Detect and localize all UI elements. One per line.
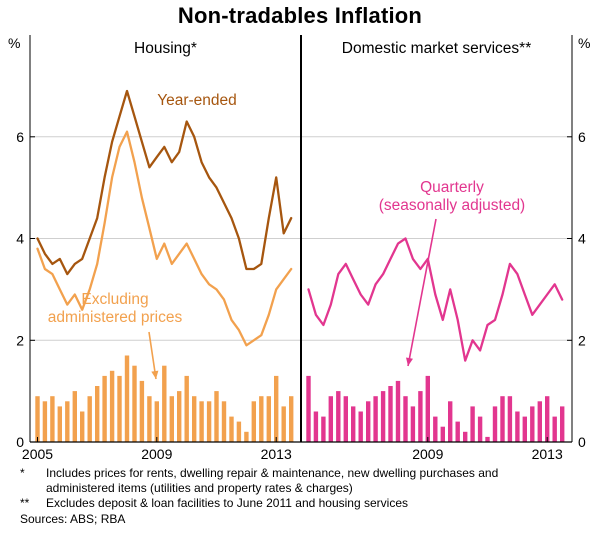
panel-title: Housing* (134, 40, 197, 57)
panel-housing: 2005 2009 2013 Housing* (22, 40, 294, 462)
x-tick-label: 2009 (141, 446, 172, 462)
bar-series (306, 375, 565, 442)
annotation-text: Quarterly (420, 179, 484, 196)
chart-title: Non-tradables Inflation (177, 3, 423, 28)
footnote-2: ** Excludes deposit & loan facilities to… (20, 496, 592, 511)
annotation-text: (seasonally adjusted) (379, 197, 525, 214)
x-tick-label: 2005 (22, 446, 53, 462)
y-tick-left: 0 (16, 434, 24, 450)
y-tick-left: 4 (16, 231, 24, 247)
annotation-text: Excluding (81, 291, 148, 308)
panel-services: 2009 2013 Domestic market services** (306, 40, 565, 462)
annotation-text: administered prices (48, 309, 183, 326)
annotation-arrowhead (406, 357, 413, 366)
panel-title: Domestic market services** (342, 40, 532, 57)
unit-left: % (8, 35, 20, 51)
x-tick-label: 2013 (261, 446, 292, 462)
footnote-2-text: Excludes deposit & loan facilities to Ju… (46, 496, 408, 510)
annotation: Quarterly(seasonally adjusted) (379, 179, 525, 367)
y-tick-right: 4 (578, 231, 586, 247)
footnote-1-text: Includes prices for rents, dwelling repa… (46, 466, 499, 495)
footnotes: * Includes prices for rents, dwelling re… (20, 466, 592, 527)
annotation-text: Year-ended (157, 92, 237, 109)
y-tick-left: 6 (16, 129, 24, 145)
footnote-1: * Includes prices for rents, dwelling re… (20, 466, 592, 496)
footnote-1-marker: * (20, 466, 25, 480)
y-axis-labels: 0 0 2 2 4 4 6 6%% (8, 35, 590, 450)
annotation-arrowhead (151, 370, 159, 379)
y-tick-left: 2 (16, 332, 24, 348)
x-tick-label: 2009 (412, 446, 443, 462)
x-tick-label: 2013 (532, 446, 563, 462)
axes (29, 35, 573, 443)
y-tick-right: 6 (578, 129, 586, 145)
sources-line: Sources: ABS; RBA (20, 512, 126, 526)
y-tick-right: 0 (578, 434, 586, 450)
footnote-2-marker: ** (20, 496, 30, 510)
annotation-arrow (407, 218, 437, 367)
line-series (36, 89, 293, 276)
annotation: Year-ended (157, 92, 237, 109)
y-tick-right: 2 (578, 332, 586, 348)
line-series (36, 130, 293, 347)
bar-series (35, 355, 294, 442)
line-series (307, 237, 564, 362)
unit-right: % (578, 35, 590, 51)
